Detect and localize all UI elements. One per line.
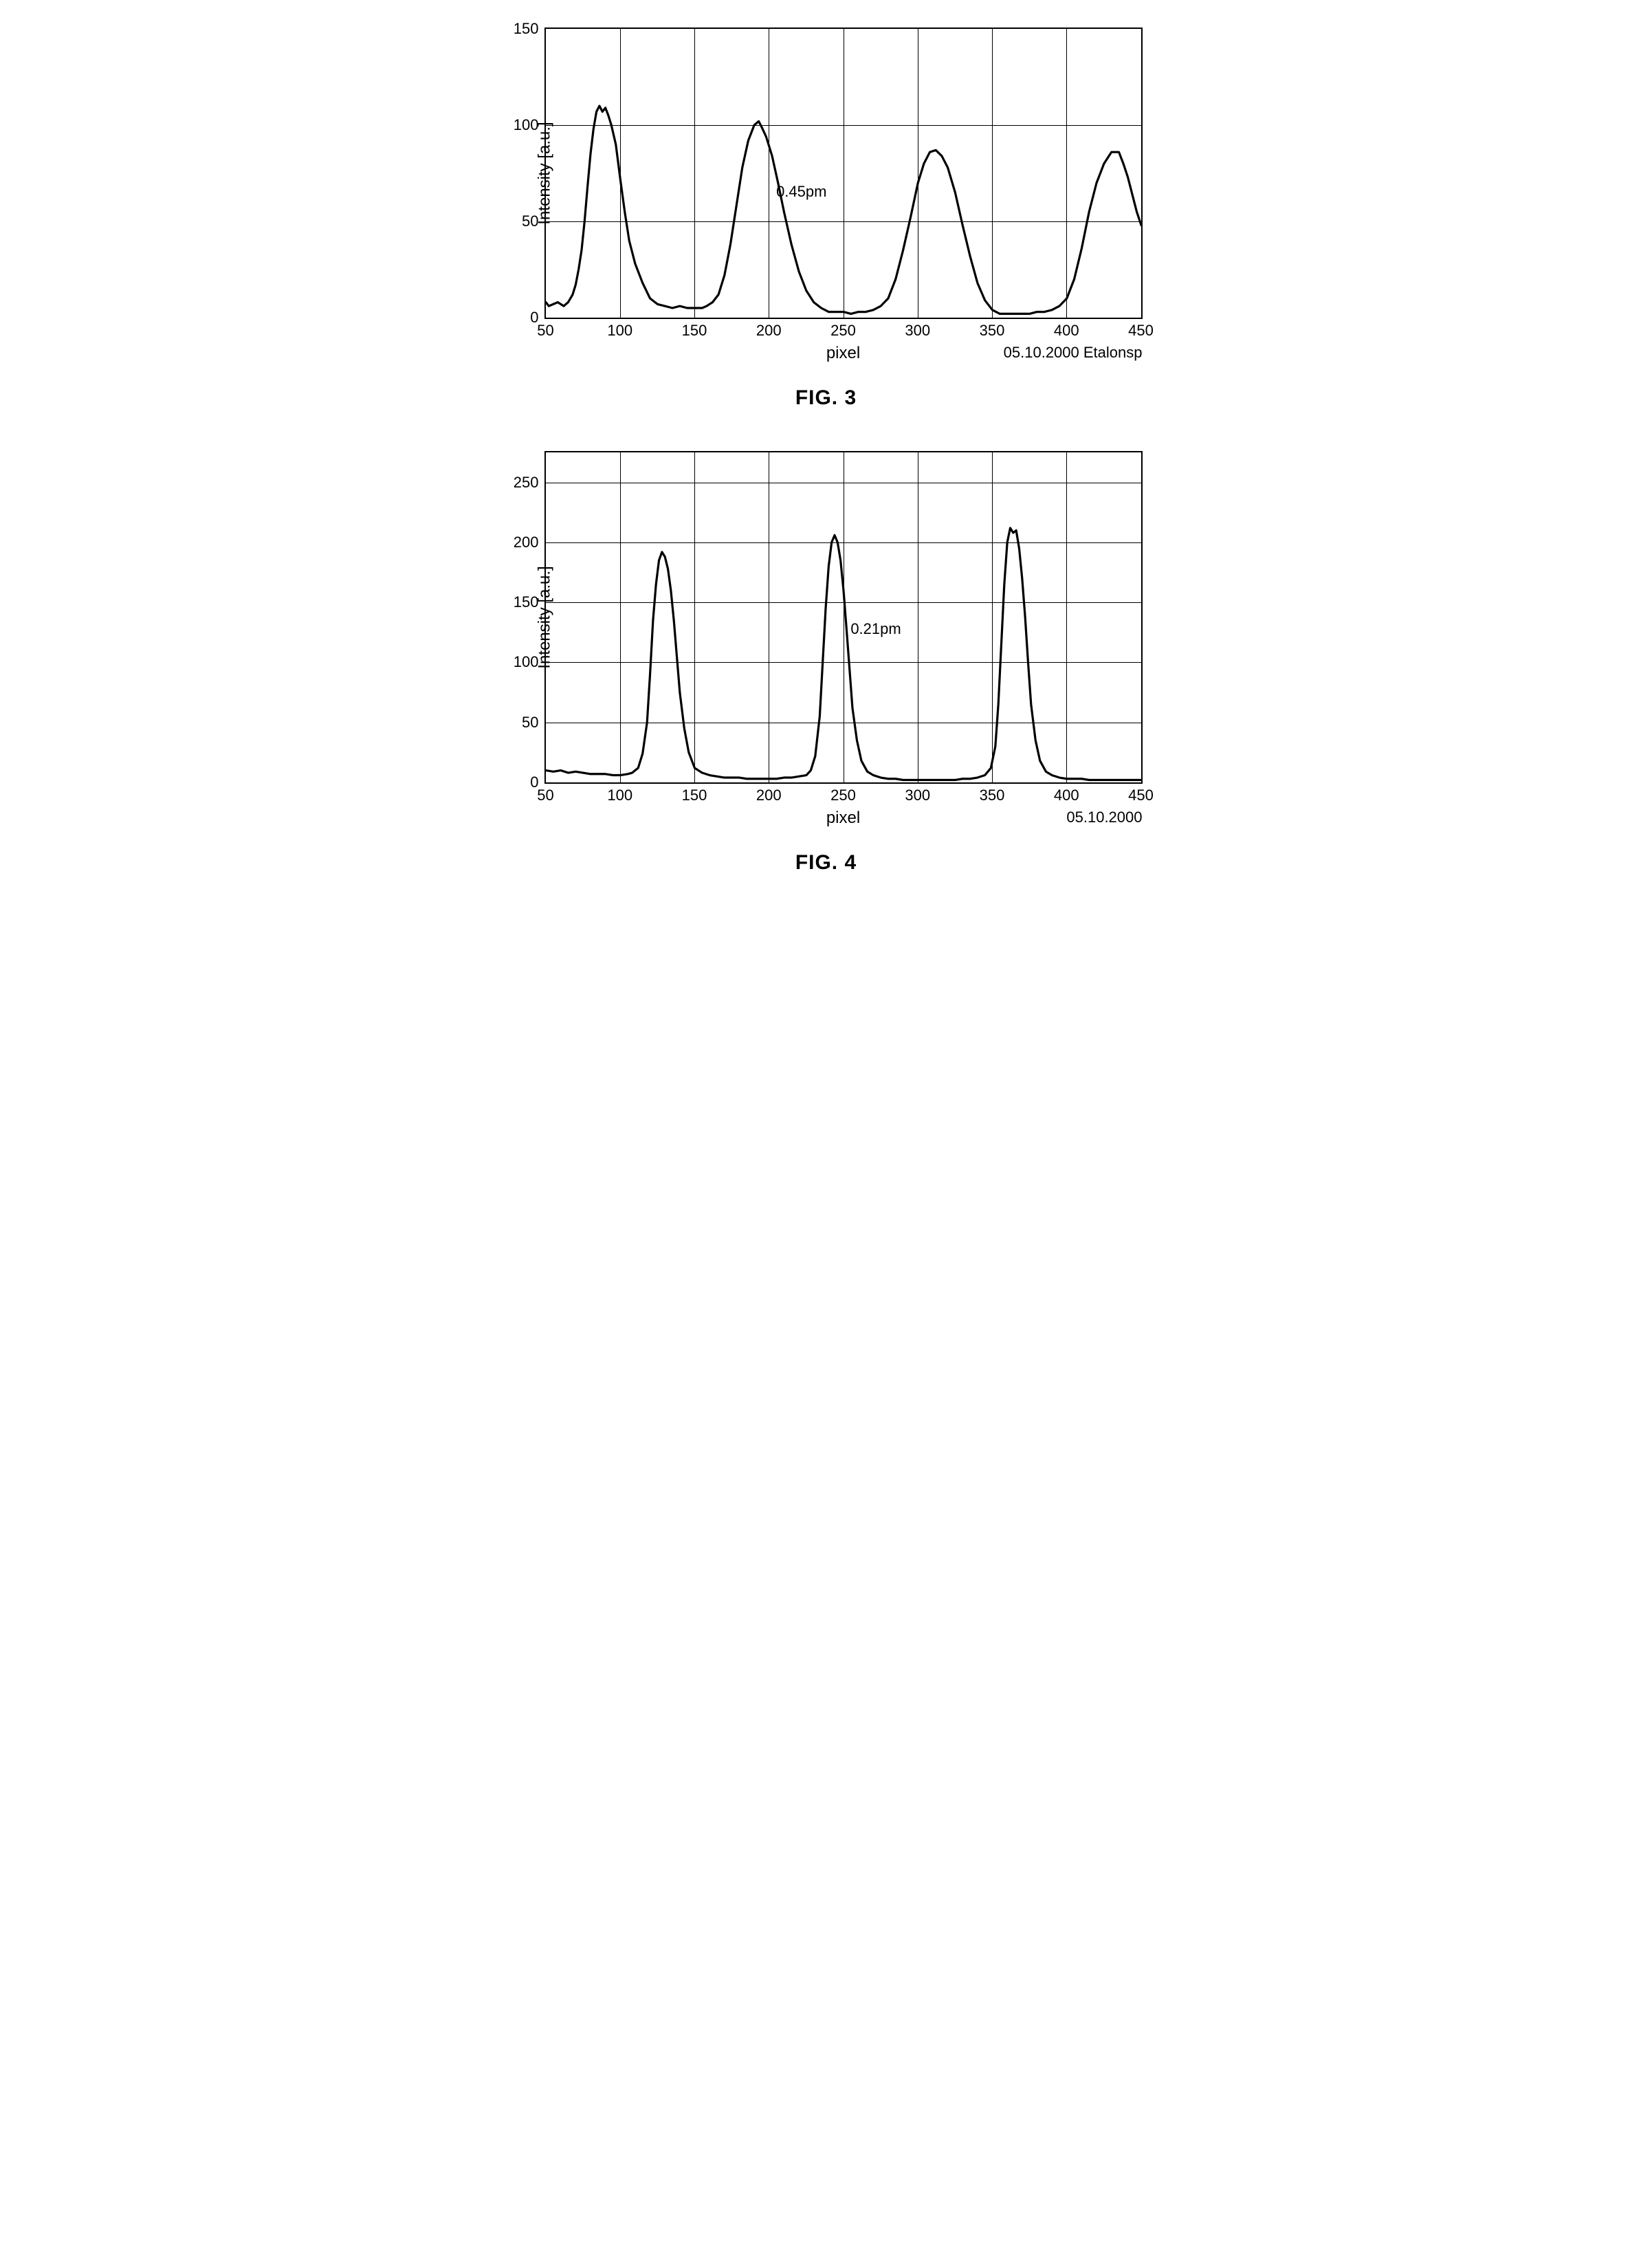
x-tick-label: 450 — [1128, 787, 1154, 804]
x-axis-label: pixel — [544, 809, 1143, 828]
y-tick-label: 250 — [514, 474, 539, 492]
x-tick-label: 350 — [980, 787, 1005, 804]
x-tick-label: 200 — [756, 787, 782, 804]
y-tick-label: 50 — [522, 714, 538, 732]
x-tick-label: 150 — [682, 322, 707, 340]
y-tick-label: 0 — [530, 309, 538, 327]
x-tick-label: 400 — [1054, 322, 1079, 340]
fig4-block: 5010015020025030035040045005010015020025… — [483, 451, 1170, 875]
date-note: 05.10.2000 — [1066, 809, 1142, 826]
fig3-plot-area: 50100150200250300350400450050100150Inten… — [544, 28, 1143, 319]
y-tick-label: 0 — [530, 773, 538, 791]
fig4-frame: 5010015020025030035040045005010015020025… — [544, 451, 1143, 836]
x-tick-label: 50 — [537, 322, 553, 340]
peak-width-annotation: 0.21pm — [850, 620, 901, 638]
date-note: 05.10.2000 Etalonsp — [1004, 344, 1143, 362]
x-tick-label: 250 — [830, 787, 856, 804]
fig4-plot-area: 5010015020025030035040045005010015020025… — [544, 451, 1143, 784]
y-tick-label: 200 — [514, 534, 539, 551]
x-tick-label: 350 — [980, 322, 1005, 340]
fig3-trace — [546, 29, 1141, 318]
fig3-block: 50100150200250300350400450050100150Inten… — [483, 28, 1170, 410]
x-tick-label: 400 — [1054, 787, 1079, 804]
x-tick-label: 250 — [830, 322, 856, 340]
x-tick-label: 300 — [905, 322, 930, 340]
fig4-trace — [546, 452, 1141, 782]
x-tick-label: 50 — [537, 787, 553, 804]
x-tick-label: 200 — [756, 322, 782, 340]
fig3-caption: FIG. 3 — [483, 386, 1170, 410]
x-tick-label: 300 — [905, 787, 930, 804]
x-tick-label: 100 — [607, 787, 632, 804]
peak-width-annotation: 0.45pm — [776, 183, 826, 201]
y-tick-label: 150 — [514, 20, 539, 38]
x-tick-label: 150 — [682, 787, 707, 804]
x-tick-label: 100 — [607, 322, 632, 340]
x-tick-label: 450 — [1128, 322, 1154, 340]
fig3-frame: 50100150200250300350400450050100150Inten… — [544, 28, 1143, 371]
fig4-caption: FIG. 4 — [483, 851, 1170, 875]
